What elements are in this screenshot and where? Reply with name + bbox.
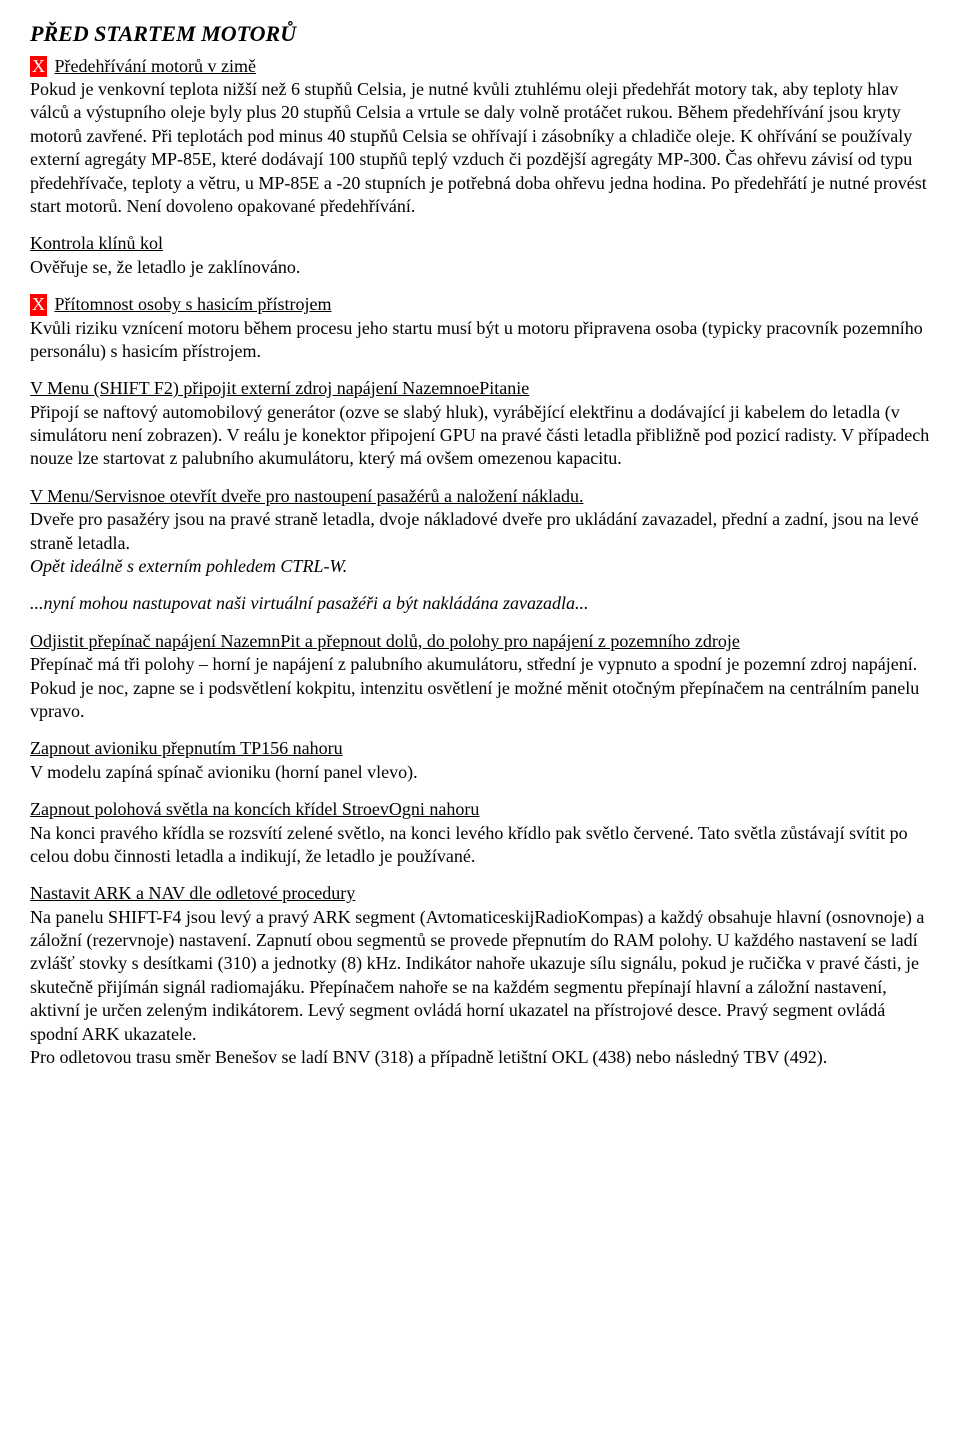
section-boarding-note: ...nyní mohou nastupovat naši virtuální … bbox=[30, 592, 930, 615]
document-page: PŘED STARTEM MOTORŮ X Předehřívání motor… bbox=[0, 0, 960, 1123]
section-heading: Nastavit ARK a NAV dle odletové procedur… bbox=[30, 883, 355, 903]
section-heading: Přítomnost osoby s hasicím přístrojem bbox=[55, 294, 332, 314]
section-preheating: X Předehřívání motorů v zimě Pokud je ve… bbox=[30, 55, 930, 219]
section-heading: Zapnout polohová světla na koncích kříde… bbox=[30, 799, 479, 819]
section-ark-nav: Nastavit ARK a NAV dle odletové procedur… bbox=[30, 882, 930, 1069]
section-body: Na konci pravého křídla se rozsvítí zele… bbox=[30, 823, 908, 866]
page-title: PŘED STARTEM MOTORŮ bbox=[30, 20, 930, 49]
section-power-switch: Odjistit přepínač napájení NazemnPit a p… bbox=[30, 630, 930, 724]
section-body: Kvůli riziku vznícení motoru během proce… bbox=[30, 318, 923, 361]
section-position-lights: Zapnout polohová světla na koncích kříde… bbox=[30, 798, 930, 868]
section-heading: Kontrola klínů kol bbox=[30, 233, 163, 253]
section-heading: V Menu (SHIFT F2) připojit externí zdroj… bbox=[30, 378, 529, 398]
section-body: Na panelu SHIFT-F4 jsou levý a pravý ARK… bbox=[30, 907, 924, 1044]
section-body: Připojí se naftový automobilový generáto… bbox=[30, 402, 929, 469]
section-heading: Předehřívání motorů v zimě bbox=[55, 56, 256, 76]
section-fire-extinguisher: X Přítomnost osoby s hasicím přístrojem … bbox=[30, 293, 930, 363]
section-body: Pokud je venkovní teplota nižší než 6 st… bbox=[30, 79, 927, 216]
x-marker-icon: X bbox=[30, 56, 47, 78]
section-heading: V Menu/Servisnoe otevřít dveře pro nasto… bbox=[30, 486, 584, 506]
section-avionics: Zapnout avioniku přepnutím TP156 nahoru … bbox=[30, 737, 930, 784]
section-body-2: Pro odletovou trasu směr Benešov se ladí… bbox=[30, 1047, 827, 1067]
section-body: V modelu zapíná spínač avioniku (horní p… bbox=[30, 762, 418, 782]
section-heading: Odjistit přepínač napájení NazemnPit a p… bbox=[30, 631, 740, 651]
section-body: Přepínač má tři polohy – horní je napáje… bbox=[30, 654, 919, 721]
section-ground-power: V Menu (SHIFT F2) připojit externí zdroj… bbox=[30, 377, 930, 471]
section-open-doors: V Menu/Servisnoe otevřít dveře pro nasto… bbox=[30, 485, 930, 579]
section-heading: Zapnout avioniku přepnutím TP156 nahoru bbox=[30, 738, 343, 758]
section-note: Opět ideálně s externím pohledem CTRL-W. bbox=[30, 556, 347, 576]
x-marker-icon: X bbox=[30, 294, 47, 316]
section-note: ...nyní mohou nastupovat naši virtuální … bbox=[30, 593, 588, 613]
section-body: Dveře pro pasažéry jsou na pravé straně … bbox=[30, 509, 919, 552]
section-wheel-chocks: Kontrola klínů kol Ověřuje se, že letadl… bbox=[30, 232, 930, 279]
section-body: Ověřuje se, že letadlo je zaklínováno. bbox=[30, 257, 300, 277]
